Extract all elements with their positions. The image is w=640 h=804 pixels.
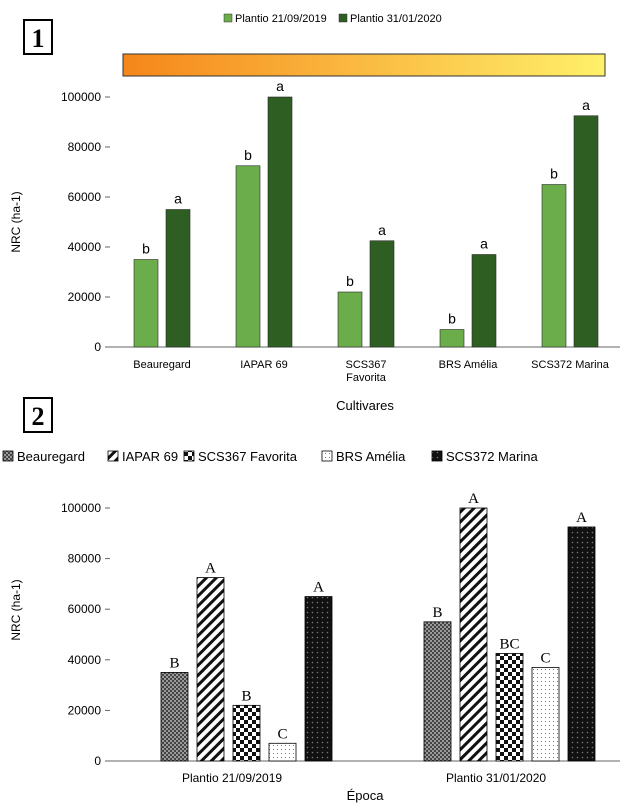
- bar: [304, 596, 333, 762]
- bar: [541, 184, 567, 348]
- bar: [459, 507, 488, 762]
- bar: [439, 329, 465, 348]
- legend-swatch-series-2: [338, 13, 348, 23]
- x-tick-label: Beauregard: [133, 359, 191, 371]
- data-label: A: [468, 491, 479, 507]
- x-tick-label: IAPAR 69: [240, 359, 288, 371]
- panel-2-label-box: [23, 397, 53, 433]
- data-label: a: [276, 78, 284, 94]
- panel-1-y-axis-label: NRC (ha-1): [9, 191, 23, 252]
- bar: [471, 254, 497, 348]
- y-tick-label: 20000: [68, 290, 102, 304]
- legend-swatch: [2, 450, 14, 462]
- legend-swatch: [107, 450, 119, 462]
- bar: [531, 666, 560, 762]
- y-tick-label: 60000: [68, 190, 102, 204]
- panel-2-x-axis-label: Época: [347, 788, 385, 803]
- data-label: a: [480, 236, 488, 252]
- x-tick-label: SCS367 Favorita: [346, 359, 387, 384]
- y-tick-label: 0: [94, 340, 101, 354]
- legend-label: Beauregard: [17, 449, 85, 464]
- legend-label: IAPAR 69: [122, 449, 178, 464]
- panel-1-label-box: [23, 19, 53, 55]
- panel-1-label: 1: [32, 24, 45, 53]
- y-tick-label: 20000: [68, 703, 102, 717]
- x-tick-label: BRS Amélia: [439, 359, 499, 371]
- panel-2-legend: Beauregard IAPAR 69 SCS367 Favorita BRS Amé…: [2, 449, 539, 464]
- data-label: A: [576, 510, 587, 526]
- y-tick-label: 40000: [68, 653, 102, 667]
- legend-swatch: [183, 450, 195, 462]
- y-tick-label: 40000: [68, 240, 102, 254]
- y-tick-label: 0: [94, 754, 101, 768]
- data-label: b: [346, 273, 354, 289]
- bar: [567, 526, 596, 762]
- bar: [235, 165, 261, 348]
- panel-2: 2 Beauregard IAPAR 69 SCS367 Favorita BRS A…: [2, 397, 620, 803]
- data-label: b: [448, 311, 456, 327]
- data-label: b: [244, 147, 252, 163]
- data-label: C: [540, 650, 550, 666]
- data-label: C: [277, 726, 287, 742]
- bar: [165, 209, 191, 348]
- bar: [133, 259, 159, 348]
- bar: [337, 291, 363, 348]
- y-tick-label: 100000: [61, 90, 101, 104]
- legend-label: SCS372 Marina: [446, 449, 539, 464]
- panel-2-label: 2: [32, 402, 45, 431]
- data-label: B: [241, 688, 251, 704]
- data-label: b: [142, 241, 150, 257]
- data-label: BC: [499, 636, 519, 652]
- y-tick-label: 80000: [68, 140, 102, 154]
- bar: [573, 115, 599, 348]
- panel-1-legend: Plantio 21/09/2019 Plantio 31/01/2020: [223, 13, 442, 25]
- panel-1-x-axis-label: Cultivares: [336, 398, 394, 413]
- data-label: a: [582, 97, 590, 113]
- data-label: b: [550, 166, 558, 182]
- bar: [160, 672, 189, 762]
- y-tick-label: 100000: [61, 501, 101, 515]
- legend-label-series-1: Plantio 21/09/2019: [235, 13, 327, 25]
- y-tick-label: 60000: [68, 602, 102, 616]
- bar: [232, 704, 261, 762]
- data-label: a: [378, 222, 386, 238]
- bar: [196, 577, 225, 762]
- x-tick-label: Plantio 21/09/2019: [182, 771, 282, 785]
- gradient-band: [122, 53, 606, 77]
- x-tick-label: Plantio 31/01/2020: [446, 771, 546, 785]
- y-tick-label: 80000: [68, 552, 102, 566]
- legend-label: SCS367 Favorita: [198, 449, 298, 464]
- x-tick-label: SCS372 Marina: [531, 359, 610, 371]
- data-label: B: [432, 605, 442, 621]
- data-label: A: [313, 580, 324, 596]
- panel-2-y-axis-label: NRC (ha-1): [9, 579, 23, 640]
- legend-label: BRS Amélia: [336, 449, 406, 464]
- bar: [495, 653, 524, 762]
- legend-swatch: [431, 450, 443, 462]
- data-label: B: [169, 655, 179, 671]
- bar: [423, 621, 452, 762]
- bar: [268, 742, 297, 762]
- panel-1: 1 Plantio 21/09/2019 Plantio 31/01/2020 …: [9, 13, 620, 413]
- data-label: A: [205, 561, 216, 577]
- legend-label-series-2: Plantio 31/01/2020: [350, 13, 442, 25]
- legend-swatch-series-1: [223, 13, 233, 23]
- bar: [369, 240, 395, 348]
- bar: [267, 96, 293, 348]
- legend-swatch: [321, 450, 333, 462]
- data-label: a: [174, 191, 182, 207]
